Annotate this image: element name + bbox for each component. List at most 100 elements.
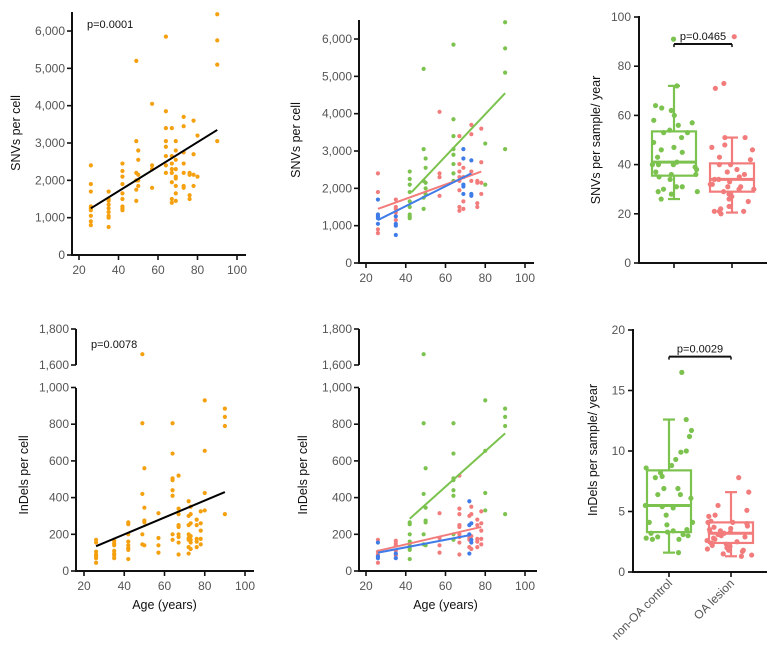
fit-line-blue <box>377 534 470 554</box>
data-point <box>667 127 673 133</box>
data-point-green <box>451 133 456 139</box>
data-point-green <box>407 182 412 187</box>
data-point-all-cells <box>181 185 186 190</box>
data-point-all-cells <box>198 509 203 514</box>
data-point <box>679 149 685 155</box>
data-point-all-cells <box>120 208 125 213</box>
data-point <box>670 162 676 168</box>
data-point <box>649 162 656 168</box>
data-point-red <box>437 550 442 555</box>
data-point-red <box>469 504 474 509</box>
y-tick-label: 600 <box>332 454 352 468</box>
data-point-red <box>475 517 480 522</box>
data-point-all-cells <box>134 139 139 144</box>
data-point-red <box>479 509 484 514</box>
data-point-all-cells <box>142 543 147 548</box>
x-tick-label: 80 <box>479 579 493 593</box>
data-point <box>709 144 715 150</box>
data-point <box>684 527 690 533</box>
data-point <box>745 198 751 205</box>
data-point-all-cells <box>222 512 227 517</box>
data-point-red <box>479 536 484 541</box>
data-point-green <box>451 171 456 176</box>
data-point-green <box>407 189 412 195</box>
data-point-all-cells <box>93 556 99 561</box>
data-point-all-cells <box>194 545 199 550</box>
y-tick-label: 1,800 <box>322 322 352 336</box>
y-tick-label: 0 <box>345 564 352 578</box>
data-point <box>683 448 689 454</box>
data-point <box>705 519 711 525</box>
p-value-annotation: p=0.0465 <box>680 31 726 43</box>
y-tick-label: 1,000 <box>322 219 352 233</box>
data-point-all-cells <box>187 196 192 202</box>
data-point <box>643 465 649 471</box>
data-point-red <box>479 521 484 526</box>
data-point-all-cells <box>222 406 227 411</box>
data-point-red <box>375 189 381 195</box>
data-point-green <box>421 421 426 426</box>
data-point <box>715 502 721 509</box>
data-point <box>724 169 730 175</box>
data-point <box>746 489 752 495</box>
data-point-blue <box>469 521 474 526</box>
y-tick-label: 20 <box>618 207 632 221</box>
data-point-all-cells <box>120 174 125 179</box>
data-point-all-cells <box>188 546 193 552</box>
y-tick-label: 4,000 <box>322 107 352 121</box>
data-point-all-cells <box>176 540 181 545</box>
data-point-all-cells <box>169 170 174 175</box>
data-point-all-cells <box>215 139 220 144</box>
data-point <box>712 512 718 518</box>
data-point-all-cells <box>176 534 181 540</box>
data-point <box>685 533 691 539</box>
y-tick-label: 400 <box>49 491 69 505</box>
data-point-all-cells <box>142 505 147 510</box>
data-point <box>712 536 718 542</box>
data-point-red <box>375 231 381 236</box>
data-point-green <box>483 508 488 513</box>
x-tick-label: 100 <box>515 579 535 593</box>
data-point-all-cells <box>181 114 186 119</box>
y-axis-title: InDels per sample/ year <box>586 384 600 516</box>
data-point-all-cells <box>126 556 131 562</box>
data-point <box>741 171 748 178</box>
data-point-green <box>483 182 488 187</box>
x-tick-label: 20 <box>359 579 373 593</box>
data-point-blue <box>375 556 381 561</box>
data-point <box>718 533 724 539</box>
data-point-all-cells <box>176 473 181 478</box>
y-tick-label: 4,000 <box>35 99 65 113</box>
x-tick-label: 20 <box>359 271 373 285</box>
data-point <box>720 551 726 557</box>
data-point-red <box>437 193 442 198</box>
data-point-all-cells <box>173 139 178 144</box>
data-point-all-cells <box>191 118 196 123</box>
data-point-all-cells <box>170 421 175 426</box>
data-point-all-cells <box>134 187 139 192</box>
data-point-all-cells <box>222 423 227 429</box>
data-point-all-cells <box>176 552 181 557</box>
data-point-blue <box>469 158 474 163</box>
data-point-green <box>483 490 488 496</box>
y-axis-title: SNVs per sample/ year <box>589 76 603 205</box>
data-point-all-cells <box>88 213 93 218</box>
data-point <box>655 189 661 195</box>
data-point-all-cells <box>112 543 117 548</box>
data-point <box>673 184 680 190</box>
data-point-green <box>421 532 426 537</box>
data-point-all-cells <box>169 167 174 172</box>
data-point-red <box>461 165 466 170</box>
data-point-blue <box>393 551 398 556</box>
data-point-all-cells <box>173 191 178 196</box>
data-point-red <box>457 208 462 213</box>
y-tick-label: 1,800 <box>39 322 69 336</box>
data-point-all-cells <box>215 62 220 67</box>
data-point <box>727 179 733 185</box>
data-point-all-cells <box>142 520 147 525</box>
data-point-blue <box>393 232 398 238</box>
data-point <box>667 176 673 182</box>
x-tick-label: 100 <box>235 579 255 593</box>
data-point-all-cells <box>186 551 191 556</box>
data-point <box>661 130 667 136</box>
